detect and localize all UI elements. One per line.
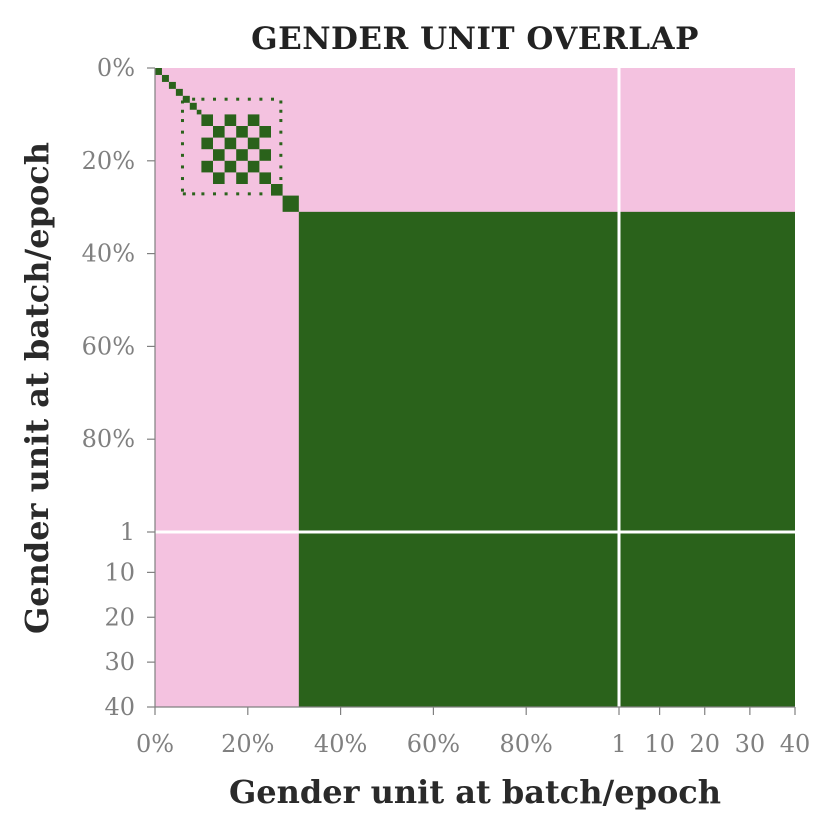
heatmap-checker-cell: [224, 137, 237, 150]
y-tick-label: 80%: [82, 425, 135, 453]
heatmap-checker-cell: [224, 114, 237, 126]
heatmap-sparse-cell: [180, 165, 184, 169]
heatmap-sparse-cell: [279, 153, 283, 157]
x-axis-label: Gender unit at batch/epoch: [229, 773, 721, 811]
heatmap-overlap-block: [298, 211, 795, 707]
heatmap-checker-cell: [259, 126, 271, 138]
heatmap-sparse-cell: [182, 97, 186, 101]
x-ticks: 0% 20% 40% 60% 80% 1 10 20 30 40: [136, 707, 810, 758]
chart-title: GENDER UNIT OVERLAP: [251, 21, 699, 57]
heatmap-sparse-cell: [247, 97, 251, 101]
heatmap-sparse-cell: [192, 192, 196, 196]
heatmap-sparse-cell: [279, 142, 283, 146]
y-tick-label: 40: [104, 693, 135, 721]
x-tick-label: 40%: [314, 730, 367, 758]
y-tick-label: 40%: [82, 240, 135, 268]
heatmap-sparse-cell: [192, 97, 196, 101]
heatmap-checker-cell: [236, 149, 248, 161]
heatmap-sparse-cell: [180, 100, 184, 104]
heatmap-sparse-cell: [224, 97, 228, 101]
x-tick-label: 1: [611, 730, 626, 758]
heatmap-sparse-cell: [247, 192, 251, 196]
heatmap-sparse-cell: [279, 100, 283, 104]
heatmap-sparse-cell: [213, 97, 216, 101]
heatmap-sparse-cell: [279, 165, 283, 169]
heatmap-sparse-cell: [180, 130, 184, 134]
y-tick-label: 20%: [82, 147, 135, 175]
heatmap-sparse-cell: [259, 192, 263, 196]
y-tick-label: 1: [120, 518, 135, 546]
y-tick-label: 60%: [82, 332, 135, 360]
heatmap-checker-cell: [213, 172, 225, 184]
y-tick-label: 30: [104, 648, 135, 676]
heatmap-sparse-cell: [279, 130, 283, 134]
heatmap-sparse-cell: [279, 177, 283, 181]
heatmap-sparse-cell: [279, 119, 283, 123]
heatmap-diagonal-cell-3: [168, 81, 176, 89]
heatmap-sparse-cell: [182, 192, 186, 196]
heatmap-sparse-cell: [279, 188, 283, 192]
heatmap-sparse-cell: [180, 119, 184, 123]
heatmap-diagonal-cell-1: [155, 68, 162, 75]
heatmap-sparse-cell: [201, 97, 205, 101]
heatmap-diagonal-cell-8: [271, 184, 283, 196]
heatmap-diagonal-cell-7: [196, 109, 202, 115]
heatmap-diagonal-cell-2: [161, 74, 169, 82]
heatmap-sparse-cell: [236, 192, 240, 196]
heatmap-checker-cell: [247, 137, 260, 150]
x-tick-label: 60%: [407, 730, 460, 758]
heatmap-sparse-cell: [201, 192, 205, 196]
heatmap-checker-cell: [213, 126, 225, 138]
heatmap-checker-cell: [213, 149, 225, 161]
heatmap-checker-cell: [224, 160, 237, 173]
heatmap-sparse-cell: [259, 97, 263, 101]
x-tick-label: 80%: [500, 730, 553, 758]
heatmap-checker-cell: [236, 126, 248, 138]
heatmap-checker-cell: [201, 137, 213, 150]
y-tick-label: 0%: [97, 54, 135, 82]
heatmap-sparse-cell: [180, 142, 184, 146]
y-tick-label: 20: [104, 603, 135, 631]
heatmap-diagonal-cell-4: [175, 88, 183, 96]
segment-separators: [155, 68, 795, 707]
heatmap-sparse-cell: [271, 192, 274, 196]
x-tick-label: 0%: [136, 730, 174, 758]
x-tick-label: 20%: [221, 730, 274, 758]
y-ticks: 0% 20% 40% 60% 80% 1 10 20 30 40: [82, 54, 155, 721]
heatmap-diagonal-cell-5: [182, 95, 190, 103]
heatmap-sparse-cell: [180, 188, 184, 192]
heatmap-checker-cell: [236, 172, 248, 184]
heatmap-sparse-cell: [271, 97, 274, 101]
heatmap-checker-cell: [247, 160, 260, 173]
heatmap-checker-cell: [259, 172, 271, 184]
heatmap-sparse-cell: [180, 177, 184, 181]
y-axis-label: Gender unit at batch/epoch: [18, 142, 56, 634]
heatmap-checker-cell: [247, 114, 260, 126]
heatmap-sparse-cell: [180, 153, 184, 157]
heatmap-sparse-cell: [224, 192, 228, 196]
heatmap-checker-cell: [201, 160, 213, 173]
x-tick-label: 40: [780, 730, 811, 758]
heatmap-diagonal-cell-9: [282, 195, 299, 212]
heatmap-sparse-cell: [279, 109, 283, 113]
y-tick-label: 10: [104, 558, 135, 586]
heatmap-cells: [155, 68, 795, 707]
heatmap-checker-cell: [201, 114, 213, 126]
x-tick-label: 20: [689, 730, 720, 758]
x-tick-label: 10: [644, 730, 675, 758]
heatmap-sparse-cell: [236, 97, 240, 101]
axes: [154, 68, 795, 708]
heatmap-diagonal-cell-6: [189, 102, 197, 110]
heatmap-sparse-cell: [180, 109, 184, 113]
x-tick-label: 30: [735, 730, 766, 758]
heatmap-sparse-cell: [213, 192, 216, 196]
heatmap-checker-cell: [259, 149, 271, 161]
